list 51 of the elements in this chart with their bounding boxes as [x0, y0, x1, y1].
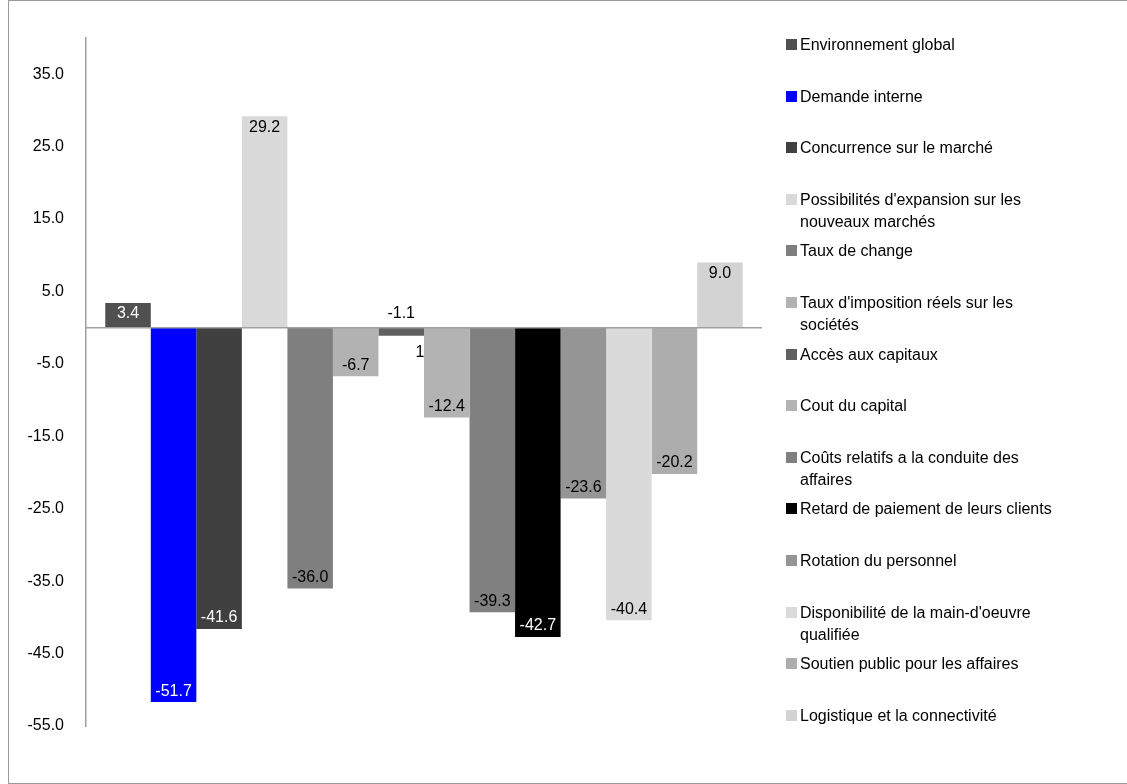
bar — [606, 327, 652, 621]
y-tick-label: 35.0 — [32, 64, 65, 82]
legend-label: Possibilités d'expansion sur les nouveaux marchés — [800, 189, 1022, 232]
legend-label: Concurrence sur le marché — [800, 138, 994, 159]
y-tick-label: 15.0 — [32, 209, 65, 227]
bar — [469, 327, 516, 613]
bar — [697, 262, 743, 328]
y-tick-label: -25.0 — [27, 499, 65, 517]
legend-label: Accès aux capitaux — [800, 344, 939, 365]
bar — [196, 327, 242, 629]
y-tick-label: 5.0 — [41, 281, 65, 299]
data-label: -39.3 — [474, 591, 511, 609]
bar — [332, 327, 379, 377]
legend-label: Coûts relatifs a la conduite des affaires — [800, 447, 1020, 490]
bar — [150, 327, 197, 703]
data-label: -41.6 — [200, 608, 238, 626]
bar — [651, 327, 698, 474]
data-label: -1.1 — [387, 304, 416, 322]
bar — [241, 116, 288, 328]
y-tick-label: -5.0 — [36, 354, 65, 372]
legend-label: Cout du capital — [800, 396, 908, 417]
data-label: -51.7 — [155, 681, 192, 699]
legend-label: Demande interne — [800, 86, 924, 107]
y-tick-label: 25.0 — [32, 137, 65, 155]
legend-label: Environnement global — [800, 35, 956, 55]
data-label: -40.4 — [610, 599, 648, 617]
bar — [515, 327, 561, 637]
bar — [424, 327, 470, 418]
data-label: 29.2 — [249, 117, 281, 135]
data-label: -6.7 — [341, 355, 370, 373]
data-label: -42.7 — [519, 616, 557, 634]
legend-label: Soutien public pour les affaires — [800, 654, 1020, 675]
data-label: 3.4 — [116, 304, 140, 322]
y-tick-label: -55.0 — [27, 716, 65, 734]
legend-label: Taux de change — [800, 241, 914, 262]
y-tick-label: -35.0 — [27, 571, 65, 589]
y-tick-label: -15.0 — [27, 426, 65, 444]
bar — [378, 327, 424, 336]
legend-label: Rotation du personnel — [800, 551, 958, 571]
legend-label: Logistique et la connectivité — [800, 705, 998, 726]
y-tick-label: -45.0 — [27, 643, 65, 661]
data-label: -36.0 — [291, 567, 329, 585]
data-label: -20.2 — [656, 453, 693, 471]
legend-label: Taux d'imposition réels sur les sociétés — [800, 293, 1014, 335]
data-label: -23.6 — [565, 478, 602, 495]
data-label: 9.0 — [708, 263, 732, 281]
legend-label: Disponibilité de la main-d'oeuvre qualifiée — [800, 602, 1032, 645]
annotation: 1 — [415, 343, 425, 361]
data-label: -12.4 — [428, 396, 466, 414]
legend-label: Retard de paiement de leurs clients — [800, 499, 1053, 520]
bar — [287, 327, 333, 589]
